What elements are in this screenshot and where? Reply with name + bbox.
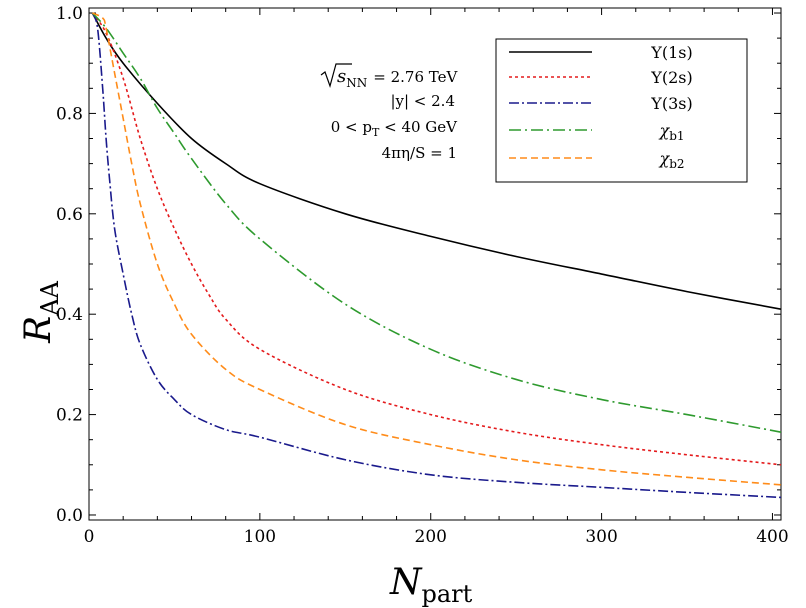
- legend-label-sub: b2: [669, 157, 684, 171]
- legend-label-main: χ: [658, 121, 670, 140]
- legend-label-3: χb1: [658, 121, 684, 143]
- series-line-1: [91, 12, 782, 466]
- legend-label-main: Υ(3s): [650, 94, 692, 113]
- x-axis-label-main: N: [389, 562, 423, 603]
- annotation-energy: sNN = 2.76 TeV: [337, 66, 458, 90]
- series-group: [91, 12, 782, 499]
- y-axis-label-main: R: [18, 316, 59, 344]
- legend-label-2: Υ(3s): [650, 94, 692, 113]
- sqrt-symbol: [320, 63, 352, 88]
- y-axis-label: RAA: [18, 280, 64, 343]
- legend-label-0: Υ(1s): [650, 43, 692, 62]
- legend-label-sub: b1: [669, 129, 684, 143]
- y-tick-label: 0.2: [56, 406, 83, 426]
- series-line-4: [92, 12, 782, 486]
- legend-label-main: Υ(1s): [650, 43, 692, 62]
- y-axis-label-sub: AA: [36, 280, 64, 316]
- y-tick-label: 0.0: [56, 506, 83, 526]
- series-line-3: [91, 12, 782, 433]
- annotation-energy-value: = 2.76 TeV: [373, 68, 458, 86]
- x-tick-label: 100: [244, 527, 276, 547]
- legend-label-4: χb2: [658, 149, 684, 171]
- series-line-2: [91, 12, 782, 499]
- annotation-pt-sub: T: [372, 126, 380, 139]
- x-tick-label: 200: [415, 527, 447, 547]
- annotation-rapidity: |y| < 2.4: [390, 92, 455, 110]
- y-tick-label: 0.4: [56, 305, 83, 325]
- x-axis-label-sub: part: [422, 580, 473, 608]
- x-tick-label: 400: [756, 527, 788, 547]
- legend-box: [495, 38, 748, 183]
- x-axis-label: Npart: [389, 562, 473, 608]
- y-tick-label: 0.8: [56, 104, 83, 124]
- legend-label-1: Υ(2s): [650, 68, 692, 87]
- y-tick-label: 1.0: [56, 4, 83, 24]
- annotation-sqrt-s: s: [337, 66, 346, 87]
- annotation-sqrt-s-sub: NN: [346, 76, 367, 90]
- y-tick-label: 0.6: [56, 205, 83, 225]
- annotation-eta-s: 4πη/S = 1: [382, 144, 457, 162]
- annotation-block: sNN = 2.76 TeV |y| < 2.4 0 < pT < 40 GeV …: [320, 63, 458, 162]
- x-tick-label: 0: [84, 527, 95, 547]
- legend-label-main: χ: [658, 149, 670, 168]
- series-line-0: [91, 12, 782, 310]
- annotation-pt-prefix: 0 < p: [331, 118, 372, 136]
- annotation-pt: 0 < pT < 40 GeV: [331, 118, 458, 139]
- annotation-pt-suffix: < 40 GeV: [379, 118, 458, 136]
- legend-label-main: Υ(2s): [650, 68, 692, 87]
- x-tick-label: 300: [585, 527, 617, 547]
- axis-ticks: 0 100 200 300 400 0.0 0.2 0.4 0.6 0.8 1.0: [56, 4, 789, 547]
